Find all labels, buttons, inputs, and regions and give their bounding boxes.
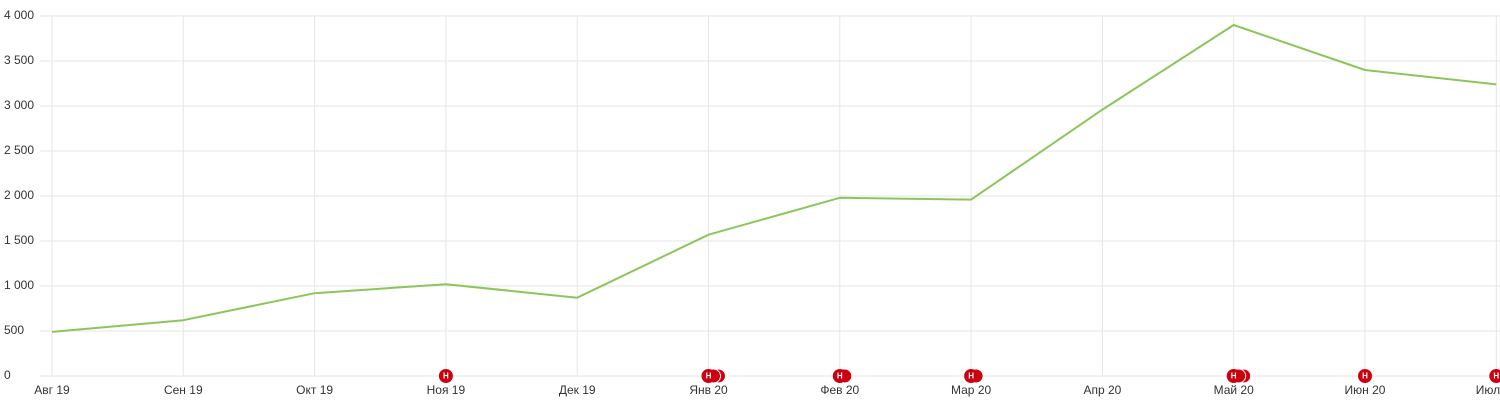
annotation-label: Н: [443, 372, 449, 381]
x-tick-label: Дек 19: [559, 383, 596, 397]
annotation-label: Н: [1362, 372, 1368, 381]
x-tick-label: Окт 19: [296, 383, 333, 397]
annotation-marker: Н: [832, 368, 853, 384]
y-tick-label: 3 000: [4, 98, 34, 112]
annotation-label: Н: [1493, 372, 1499, 381]
y-tick-label: 500: [4, 323, 24, 337]
annotation-marker: Н: [1489, 369, 1500, 383]
y-tick-label: 3 500: [4, 53, 34, 67]
y-tick-label: 1 500: [4, 233, 34, 247]
x-tick-label: Авг 19: [34, 383, 70, 397]
annotation-dot: [701, 369, 716, 383]
x-tick-label: Сен 19: [164, 383, 203, 397]
y-tick-label: 4 000: [4, 8, 34, 22]
annotation-marker: Н: [438, 369, 453, 383]
x-tick-label: Июл 20: [1476, 383, 1500, 397]
x-tick-label: Июн 20: [1345, 383, 1386, 397]
grid: [40, 15, 1500, 377]
annotation-dot: [1358, 369, 1372, 383]
annotation-dot: [964, 369, 979, 383]
y-tick-label: 2 000: [4, 188, 34, 202]
x-tick-label: Ноя 19: [427, 383, 466, 397]
y-tick-label: 2 500: [4, 143, 34, 157]
annotation-label: Н: [837, 372, 843, 381]
annotation-dot: [1226, 369, 1241, 383]
annotation-marker: Н: [964, 368, 984, 384]
annotation-marker: Н: [1226, 368, 1252, 384]
series-line: [51, 24, 1497, 333]
y-tick-label: 1 000: [4, 278, 34, 292]
y-tick-label: 0: [4, 368, 11, 382]
annotation-label: Н: [706, 372, 712, 381]
annotation-label: Н: [1231, 372, 1237, 381]
x-tick-label: Фев 20: [820, 383, 859, 397]
annotation-dot: [832, 369, 847, 383]
annotation-dot: [438, 369, 453, 383]
x-tick-label: Апр 20: [1083, 383, 1121, 397]
x-tick-label: Мар 20: [951, 383, 991, 397]
x-tick-label: Май 20: [1214, 383, 1255, 397]
annotation-label: Н: [968, 372, 974, 381]
x-tick-label: Янв 20: [689, 383, 728, 397]
annotation-dot: [1489, 369, 1500, 383]
annotation-marker: Н: [701, 368, 726, 384]
annotation-marker: Н: [1358, 369, 1372, 383]
